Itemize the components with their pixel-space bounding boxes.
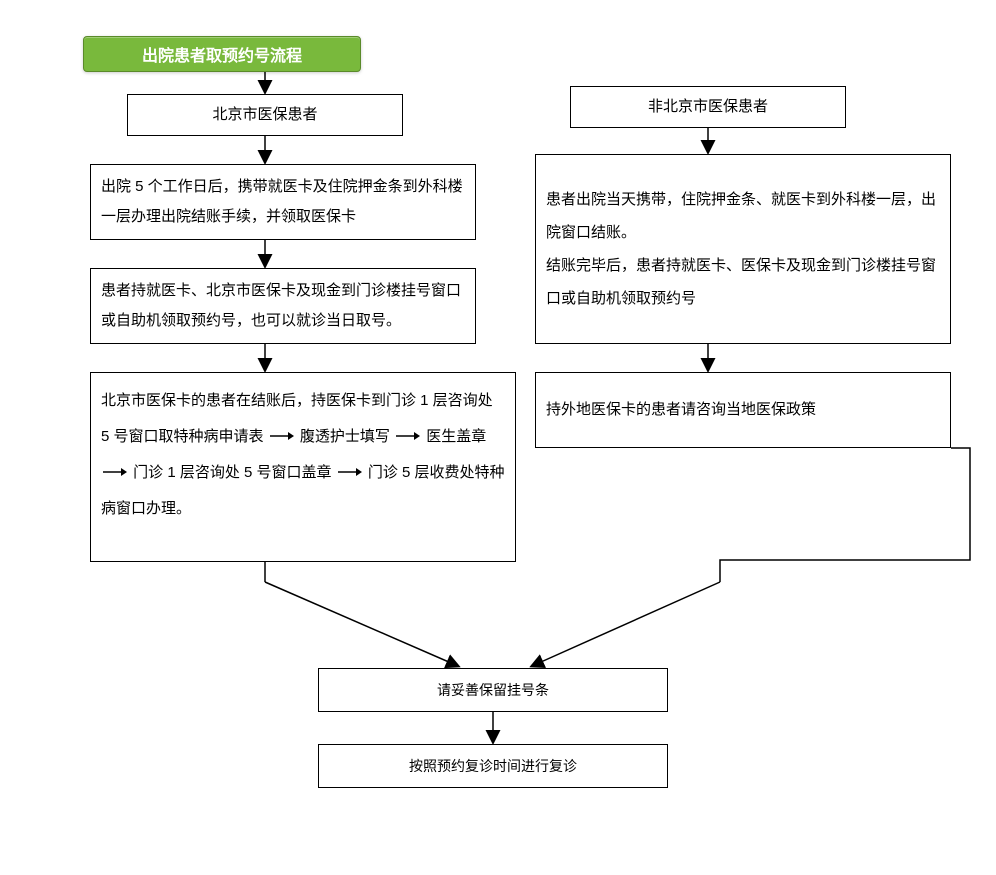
node-text: 持外地医保卡的患者请咨询当地医保政策 (546, 395, 816, 425)
node-text: 按照预约复诊时间进行复诊 (409, 752, 577, 780)
node-text: 北京市医保患者 (212, 100, 317, 130)
node-r3-consult-local: 持外地医保卡的患者请咨询当地医保政策 (535, 372, 951, 448)
inline-arrow-icon (270, 419, 294, 455)
inline-arrow-icon (338, 455, 362, 491)
node-text: 患者出院当天携带，住院押金条、就医卡到外科楼一层，出院窗口结账。 结账完毕后，患… (546, 183, 940, 315)
l4-part-2: 医生盖章 (426, 428, 486, 445)
l4-part-1: 腹透护士填写 (300, 428, 390, 445)
node-text: 患者持就医卡、北京市医保卡及现金到门诊楼挂号窗口或自助机领取预约号，也可以就诊当… (101, 276, 465, 336)
node-l4-special-disease-process: 北京市医保卡的患者在结账后，持医保卡到门诊 1 层咨询处 5 号窗口取特种病申请… (90, 372, 516, 562)
inline-arrow-icon (396, 419, 420, 455)
title-text: 出院患者取预约号流程 (142, 42, 302, 66)
flowchart-title-banner: 出院患者取预约号流程 (83, 36, 361, 72)
node-beijing-patient: 北京市医保患者 (127, 94, 403, 136)
node-non-beijing-patient: 非北京市医保患者 (570, 86, 846, 128)
node-text: 非北京市医保患者 (648, 92, 768, 122)
inline-arrow-icon (103, 455, 127, 491)
node-m2-followup: 按照预约复诊时间进行复诊 (318, 744, 668, 788)
node-text: 出院 5 个工作日后，携带就医卡及住院押金条到外科楼一层办理出院结账手续，并领取… (101, 172, 465, 232)
node-m1-keep-ticket: 请妥善保留挂号条 (318, 668, 668, 712)
node-text: 请妥善保留挂号条 (437, 676, 549, 704)
node-l2-discharge-5days: 出院 5 个工作日后，携带就医卡及住院押金条到外科楼一层办理出院结账手续，并领取… (90, 164, 476, 240)
l4-part-3: 门诊 1 层咨询处 5 号窗口盖章 (133, 464, 331, 481)
node-l3-get-number: 患者持就医卡、北京市医保卡及现金到门诊楼挂号窗口或自助机领取预约号，也可以就诊当… (90, 268, 476, 344)
node-r2-same-day-checkout: 患者出院当天携带，住院押金条、就医卡到外科楼一层，出院窗口结账。 结账完毕后，患… (535, 154, 951, 344)
